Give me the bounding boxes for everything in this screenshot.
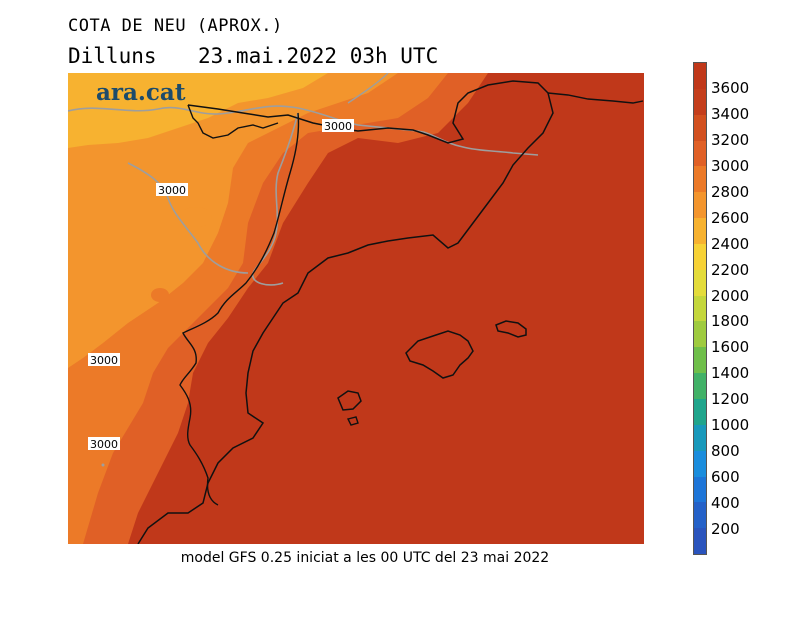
datetime-label: 23.mai.2022 03h UTC <box>198 44 438 68</box>
legend-swatch <box>694 347 706 373</box>
legend-label: 3200 <box>711 131 749 149</box>
ara-cat-logo: ara.cat <box>96 79 186 106</box>
legend-swatch <box>694 502 706 528</box>
legend-label: 3400 <box>711 105 749 123</box>
legend-label: 3600 <box>711 79 749 97</box>
legend-label: 400 <box>711 494 740 512</box>
legend-label: 1200 <box>711 390 749 408</box>
contour-label: 3000 <box>88 437 120 451</box>
legend-swatch <box>694 141 706 167</box>
legend-label: 2200 <box>711 261 749 279</box>
day-label: Dilluns <box>68 44 157 68</box>
legend-swatch <box>694 425 706 451</box>
legend-label: 1800 <box>711 312 749 330</box>
svg-text:3000: 3000 <box>90 438 118 451</box>
contour-label: 3000 <box>322 119 354 133</box>
legend-swatch <box>694 270 706 296</box>
legend-label: 1600 <box>711 338 749 356</box>
svg-text:3000: 3000 <box>158 184 186 197</box>
legend-swatch <box>694 477 706 503</box>
contour-label: 3000 <box>88 353 120 367</box>
legend-label: 3000 <box>711 157 749 175</box>
legend-label: 1000 <box>711 416 749 434</box>
contour-label: 3000 <box>156 183 188 197</box>
legend-swatch <box>694 218 706 244</box>
legend-label: 600 <box>711 468 740 486</box>
land-patch <box>180 207 212 227</box>
model-caption: model GFS 0.25 iniciat a les 00 UTC del … <box>0 550 730 566</box>
land-patch <box>151 288 169 302</box>
legend-label: 2800 <box>711 183 749 201</box>
svg-text:3000: 3000 <box>90 354 118 367</box>
legend-labels: 3600 3400 3200 3000 2800 2600 2400 2200 2000 1800… <box>711 62 791 555</box>
legend-swatch <box>694 166 706 192</box>
map-subtitle: Dilluns 23.mai.2022 03h UTC <box>68 44 157 68</box>
legend-label: 800 <box>711 442 740 460</box>
legend-swatch <box>694 244 706 270</box>
svg-text:3000: 3000 <box>324 120 352 133</box>
legend-swatch <box>694 399 706 425</box>
snow-level-map: ara.cat 3000 3000 3000 3000 <box>68 73 644 544</box>
legend-swatch <box>694 451 706 477</box>
legend-label: 2400 <box>711 235 749 253</box>
legend-swatch <box>694 373 706 399</box>
legend-label: 2000 <box>711 287 749 305</box>
legend-swatch <box>694 115 706 141</box>
legend-swatch <box>694 192 706 218</box>
legend-swatch <box>694 63 706 89</box>
legend-swatch <box>694 528 706 554</box>
border-dot <box>102 464 105 467</box>
legend-colorbar <box>693 62 707 555</box>
legend-swatch <box>694 296 706 322</box>
legend-swatch <box>694 321 706 347</box>
legend-label: 200 <box>711 520 740 538</box>
legend-label: 1400 <box>711 364 749 382</box>
legend-label: 2600 <box>711 209 749 227</box>
legend-swatch <box>694 89 706 115</box>
map-title: COTA DE NEU (APROX.) <box>68 16 283 36</box>
